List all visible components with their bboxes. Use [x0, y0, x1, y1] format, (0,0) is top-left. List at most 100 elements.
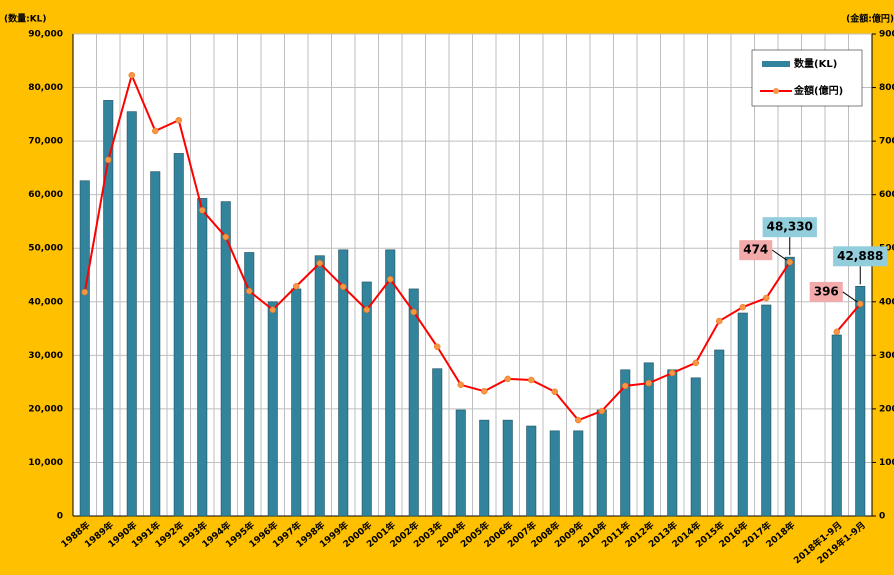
bar — [314, 255, 325, 517]
bar — [502, 419, 513, 517]
bar — [267, 301, 278, 517]
line-marker — [528, 376, 535, 384]
bar — [103, 100, 114, 517]
bar — [432, 368, 443, 517]
leader-line — [842, 291, 858, 303]
legend-box — [751, 49, 863, 107]
bar — [855, 286, 866, 517]
line-marker — [669, 369, 676, 377]
line-marker — [410, 308, 417, 316]
line-marker — [786, 258, 793, 266]
bar — [784, 256, 795, 517]
bar — [385, 249, 396, 517]
y-tick-label: 30,000 — [28, 351, 63, 361]
leader-line — [771, 249, 788, 261]
y2-tick-label: 100 — [879, 458, 894, 468]
y2-tick-label: 600 — [879, 190, 894, 200]
data-label: 396 — [814, 284, 839, 298]
y-tick-label: 20,000 — [28, 404, 63, 414]
bar — [150, 171, 161, 517]
data-label: 48,330 — [767, 220, 813, 234]
line-marker — [481, 387, 488, 395]
data-label: 474 — [743, 243, 768, 257]
line-marker — [575, 416, 582, 424]
y2-tick-label: 300 — [879, 351, 894, 361]
line-marker — [293, 282, 300, 290]
line-marker — [716, 317, 723, 325]
bar — [220, 201, 231, 517]
data-label-box — [833, 246, 888, 267]
bar — [714, 349, 725, 517]
line-marker — [833, 328, 840, 336]
bar — [643, 362, 654, 517]
line-marker — [457, 381, 464, 389]
line-marker — [175, 116, 182, 124]
line-marker — [857, 300, 864, 308]
y-tick-label: 0 — [57, 512, 63, 522]
y2-axis-label: (金額:億円) — [846, 13, 894, 25]
legend-swatch — [762, 61, 790, 67]
data-label-box — [739, 240, 773, 261]
line-marker — [763, 294, 770, 302]
bar — [737, 312, 748, 517]
line-marker — [551, 388, 558, 396]
legend-label: 金額(億円) — [793, 84, 843, 97]
y-tick-label: 50,000 — [28, 244, 63, 254]
line-marker — [105, 156, 112, 164]
line-marker — [739, 303, 746, 311]
bar — [690, 377, 701, 517]
line-marker — [199, 206, 206, 214]
line-marker — [504, 375, 511, 383]
line-marker — [363, 306, 370, 314]
data-label-box — [762, 217, 817, 238]
y2-tick-label: 900 — [879, 30, 894, 40]
bar — [526, 425, 537, 517]
line-marker — [152, 127, 159, 135]
y-tick-label: 40,000 — [28, 297, 63, 307]
line-marker — [269, 306, 276, 314]
line-marker — [246, 287, 253, 295]
bar — [831, 334, 842, 517]
line-marker — [387, 276, 394, 283]
bar — [173, 153, 184, 517]
bar — [549, 430, 560, 517]
bar — [361, 281, 372, 517]
y-axis-label: (数量:KL) — [4, 13, 47, 25]
line-marker — [222, 233, 229, 241]
bar — [291, 288, 302, 517]
legend-marker — [773, 88, 779, 94]
data-label-box — [809, 281, 843, 302]
bar — [596, 409, 607, 517]
bar — [197, 198, 208, 517]
line-marker — [316, 259, 323, 267]
y-tick-label: 80,000 — [28, 83, 63, 93]
y2-tick-label: 400 — [879, 297, 894, 307]
bar — [408, 288, 419, 517]
bar — [338, 249, 349, 517]
legend-label: 数量(KL) — [794, 57, 837, 70]
bar — [244, 252, 255, 517]
data-label: 42,888 — [837, 249, 883, 263]
line-marker — [692, 359, 699, 367]
y-tick-label: 90,000 — [28, 30, 63, 40]
y-tick-label: 60,000 — [28, 190, 63, 200]
line-marker — [81, 288, 88, 296]
line-marker — [645, 379, 652, 387]
bar — [573, 430, 584, 517]
bar — [761, 304, 772, 517]
bar — [620, 369, 631, 517]
line-marker — [340, 283, 347, 291]
line-marker — [434, 343, 441, 351]
line-marker — [622, 382, 629, 390]
bar — [667, 369, 678, 517]
y-tick-label: 70,000 — [28, 137, 63, 147]
bar — [455, 409, 466, 517]
y2-tick-label: 0 — [879, 512, 885, 522]
bar — [126, 111, 137, 517]
y-tick-label: 10,000 — [28, 458, 63, 468]
bar — [79, 180, 90, 517]
bar — [479, 419, 490, 517]
y2-tick-label: 200 — [879, 404, 894, 414]
y2-tick-label: 800 — [879, 83, 894, 93]
